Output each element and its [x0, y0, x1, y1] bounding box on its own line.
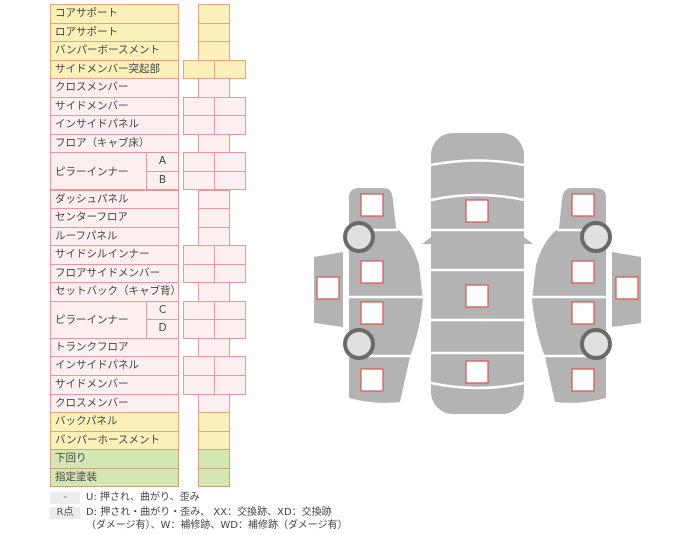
damage-marker-box[interactable] — [571, 368, 595, 392]
legend-text-d: D: 押され・曲がり・歪み、 XX：交換跡、XD：交換跡 — [86, 507, 332, 518]
damage-marker-box[interactable] — [360, 260, 384, 284]
car-right-side — [532, 188, 641, 403]
damage-value-cell[interactable] — [198, 467, 230, 488]
damage-marker-box[interactable] — [571, 260, 595, 284]
row-sub-label: A — [146, 152, 179, 172]
row-label: 指定塗装 — [50, 467, 179, 488]
row-label: サイドシルインナー — [50, 245, 179, 265]
legend-text-d-cont: （ダメージ有）、W：補修跡、WD：補修跡（ダメージ有） — [86, 520, 348, 531]
row-label: ピラーインナー — [50, 300, 147, 339]
damage-marker-box[interactable] — [465, 360, 489, 384]
row-label: フロア（キャブ床） — [50, 133, 179, 154]
row-label: バンパーホースメント — [50, 430, 179, 451]
damage-marker-box[interactable] — [360, 301, 384, 325]
damage-value-cell[interactable] — [214, 59, 246, 80]
row-label: バンパーボースメント — [50, 41, 179, 61]
legend-key-dash: - — [50, 492, 80, 504]
legend-key-r: R点 — [50, 507, 80, 519]
damage-value-cell[interactable] — [214, 263, 246, 284]
damage-marker-box[interactable] — [615, 276, 639, 300]
damage-marker-box[interactable] — [465, 199, 489, 223]
damage-value-cell[interactable] — [214, 115, 246, 135]
row-label: センターフロア — [50, 208, 179, 228]
damage-marker-box[interactable] — [465, 284, 489, 308]
row-label: バックパネル — [50, 412, 179, 432]
damage-marker-box[interactable] — [316, 276, 340, 300]
row-label: クロスメンバー — [50, 393, 179, 414]
row-label: ピラーインナー — [50, 152, 147, 191]
car-left-side — [314, 188, 423, 403]
row-label: フロアサイドメンバー — [50, 263, 179, 284]
row-sub-label: C — [146, 300, 179, 321]
damage-marker-box[interactable] — [360, 193, 384, 217]
row-label: インサイドパネル — [50, 115, 179, 135]
damage-value-cell[interactable] — [214, 375, 246, 395]
row-label: サイドメンバー突起部 — [50, 59, 179, 80]
car-center-body — [422, 133, 533, 414]
row-label: クロスメンバー — [50, 78, 179, 98]
damage-value-cell[interactable] — [214, 319, 246, 339]
damage-value-cell[interactable] — [214, 170, 246, 191]
row-label: サイドメンバー — [50, 96, 179, 117]
damage-marker-box[interactable] — [360, 368, 384, 392]
damage-markers — [316, 193, 639, 392]
damage-marker-box[interactable] — [571, 193, 595, 217]
legend-text-u: U: 押され、曲がり、歪み — [86, 492, 200, 503]
damage-marker-box[interactable] — [571, 301, 595, 325]
